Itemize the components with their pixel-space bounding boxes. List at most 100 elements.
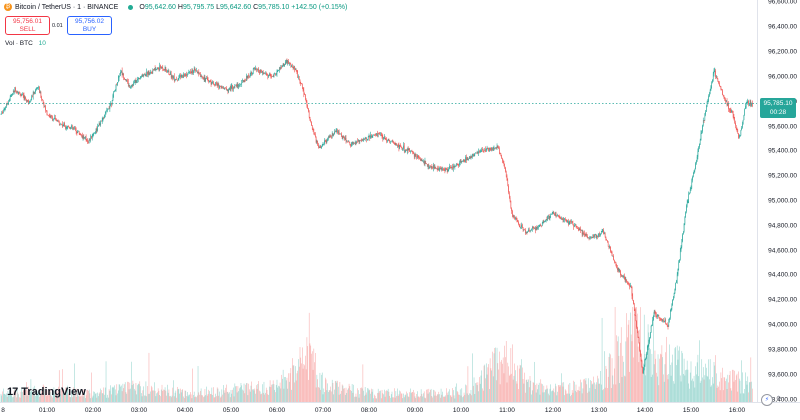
volume-bar xyxy=(376,398,377,402)
volume-bar xyxy=(704,375,706,402)
candle-body xyxy=(237,84,239,87)
volume-bar xyxy=(167,384,168,402)
candle-body xyxy=(40,91,42,98)
chart-area[interactable] xyxy=(0,0,757,402)
time-tick-label: 11:00 xyxy=(499,407,515,414)
candle-body xyxy=(81,135,82,137)
volume-bar xyxy=(98,393,100,402)
volume-bar xyxy=(69,397,71,402)
volume-bar xyxy=(1,395,3,402)
candle-body xyxy=(440,168,441,169)
candle-body xyxy=(5,106,6,109)
sell-button[interactable]: 95,756.01 SELL xyxy=(5,16,50,35)
symbol-title[interactable]: Bitcoin / TetherUS · 1 · BINANCE xyxy=(15,3,119,11)
volume-bar xyxy=(654,350,656,402)
candle-body xyxy=(378,133,380,135)
candle-body xyxy=(517,221,519,223)
candle-body xyxy=(541,223,543,226)
candle-body xyxy=(593,235,594,238)
candle-body xyxy=(41,97,42,100)
volume-bar xyxy=(573,380,574,402)
candle-body xyxy=(56,119,58,122)
chart-canvas[interactable] xyxy=(0,0,757,402)
volume-legend[interactable]: Vol · BTC 10 xyxy=(5,40,46,47)
volume-bar xyxy=(30,379,32,402)
volume-bar xyxy=(20,391,22,402)
candle-body xyxy=(572,223,574,226)
candle-body xyxy=(512,210,513,216)
candle-body xyxy=(124,78,125,80)
volume-bar xyxy=(689,372,691,402)
volume-bar xyxy=(98,396,99,402)
volume-bar xyxy=(706,375,708,402)
candle-body xyxy=(293,66,295,68)
volume-bar xyxy=(369,389,371,402)
candle-body xyxy=(266,73,268,76)
candle-body xyxy=(392,140,394,142)
price-tick-label: 94,400.00 xyxy=(768,271,797,279)
volume-bar xyxy=(17,392,19,402)
candle-body xyxy=(275,73,277,75)
candle-body xyxy=(238,85,239,87)
candle-body xyxy=(213,81,214,85)
volume-bar xyxy=(717,385,719,402)
candle-body xyxy=(715,70,716,77)
candle-body xyxy=(380,133,381,135)
candle-body xyxy=(19,92,21,96)
candle-body xyxy=(750,100,752,106)
buy-button[interactable]: 95,756.02 BUY xyxy=(67,16,112,35)
volume-bar xyxy=(606,368,607,402)
auto-scale-icon[interactable]: ⚡ xyxy=(761,394,773,406)
candle-body xyxy=(601,231,602,235)
volume-bar xyxy=(420,389,422,402)
volume-bar xyxy=(525,379,527,402)
candle-body xyxy=(329,135,331,137)
volume-bar xyxy=(482,390,484,402)
volume-bar xyxy=(124,382,126,402)
volume-bar xyxy=(303,364,305,402)
candle-body xyxy=(752,103,753,107)
volume-bar xyxy=(494,348,496,402)
candle-body xyxy=(186,73,187,77)
candle-body xyxy=(455,165,456,167)
candle-body xyxy=(183,74,185,76)
candle-body xyxy=(163,69,164,70)
volume-bar xyxy=(313,348,315,402)
candle-body xyxy=(684,217,686,224)
time-scale[interactable]: 8 01:00 02:00 03:00 04:00 05:00 06:00 07:00 08:0… xyxy=(0,402,800,420)
candle-body xyxy=(97,126,98,131)
candle-body xyxy=(509,192,510,198)
volume-bar xyxy=(565,390,567,402)
candle-body xyxy=(607,240,608,242)
candle-body xyxy=(128,85,130,86)
candle-body xyxy=(225,87,226,89)
tradingview-watermark[interactable]: 17 TradingView xyxy=(7,386,86,398)
volume-bar xyxy=(627,337,628,402)
volume-bar xyxy=(423,393,424,402)
volume-bar xyxy=(106,397,108,402)
candle-body xyxy=(477,152,479,154)
candle-body xyxy=(332,133,334,136)
volume-bar xyxy=(165,390,167,402)
volume-bar xyxy=(351,390,352,402)
candle-body xyxy=(652,319,653,325)
volume-bar xyxy=(345,387,347,402)
volume-bar xyxy=(10,394,12,402)
candle-body xyxy=(558,215,560,217)
candle-body xyxy=(170,72,171,75)
candle-body xyxy=(58,121,60,125)
volume-bar xyxy=(18,394,19,402)
volume-bar xyxy=(558,385,559,402)
candle-body xyxy=(223,87,225,89)
chart-settings-icon[interactable]: ⚙ xyxy=(776,396,782,402)
volume-bar xyxy=(443,396,445,402)
volume-bar xyxy=(256,388,258,402)
volume-bar xyxy=(327,383,328,402)
volume-bar xyxy=(499,351,500,402)
volume-bar xyxy=(5,394,6,402)
candle-body xyxy=(678,262,680,269)
volume-bar xyxy=(400,391,401,402)
volume-bar xyxy=(71,390,72,402)
volume-bar xyxy=(75,396,77,402)
price-scale[interactable]: 93,400.00 93,600.00 93,800.00 94,000.00 94,2… xyxy=(757,0,800,403)
